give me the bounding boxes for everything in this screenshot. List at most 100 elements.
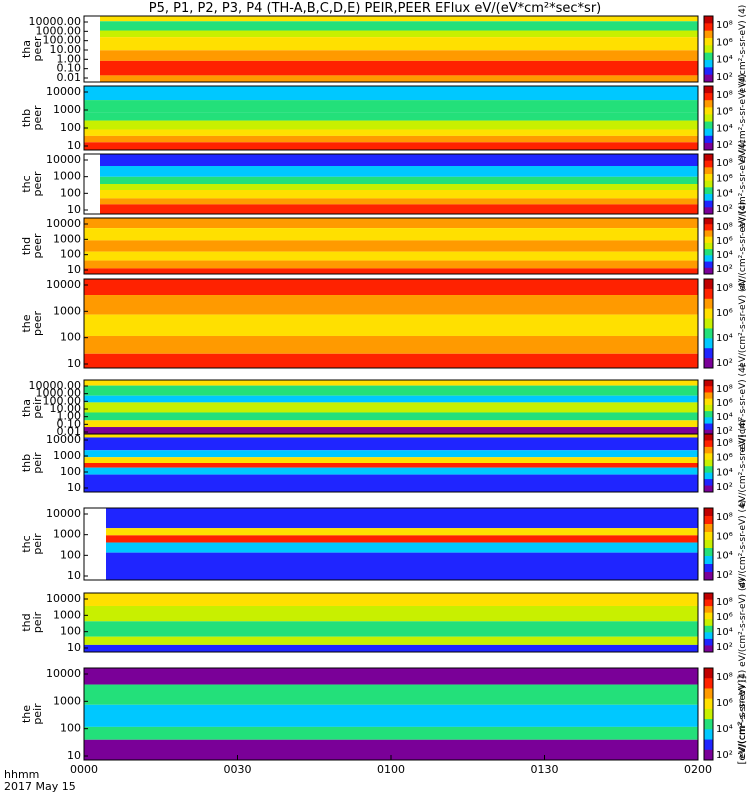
- colorbar: 10⁸ 10⁶ 10⁴ 10² eV/(cm²-s-sr-eV) (4): [703, 202, 748, 291]
- colorbar-label: eV/(cm²-s-sr-eV) (4): [738, 419, 748, 508]
- colorbar-tick-label: 10⁸: [716, 597, 733, 608]
- colorbar-label: eV/(cm²-s-sr-eV) (4): [738, 202, 748, 291]
- y-tick-label: 100: [60, 548, 81, 561]
- colorbar-tick-label: 10²: [716, 570, 733, 581]
- y-tick-label: 0.01: [57, 71, 82, 84]
- colorbar: 10⁸ 10⁶ 10⁴ 10² eV/(cm²-s-sr-eV) (4): [703, 5, 748, 94]
- y-tick-label: 100.00: [43, 34, 82, 47]
- colorbar: 10⁸ 10⁶ 10⁴ 10² eV/(cm²-s-sr-eV) (4): [703, 364, 748, 452]
- y-axis-label: peir: [31, 533, 44, 555]
- colorbar-label: eV/(cm²-s-sr-eV) (4): [738, 74, 748, 163]
- colorbar-tick-label: 10⁸: [716, 438, 733, 449]
- colorbar-tick-label: 10⁶: [716, 698, 733, 709]
- y-axis-label: peir: [31, 452, 44, 474]
- y-tick-label: 1000: [53, 528, 81, 541]
- colorbar-tick-label: 10⁶: [716, 173, 733, 184]
- y-axis-label: thc: [20, 175, 33, 192]
- y-axis-label: the: [20, 705, 33, 723]
- y-tick-label: 100: [60, 722, 81, 735]
- y-tick-label: 100: [60, 331, 81, 344]
- y-tick-label: 10000: [46, 85, 81, 98]
- colorbar: 10⁸ 10⁶ 10⁴ 10² eV/(cm²-s-sr-eV) (4): [703, 667, 748, 761]
- colorbar: 10⁸ 10⁶ 10⁴ 10² eV/(cm²-s-sr-eV) (4): [703, 74, 748, 163]
- colorbar-tick-label: 10²: [716, 358, 733, 369]
- colorbar-tick-label: 10⁶: [716, 37, 733, 48]
- colorbar-units-label: [eV/(cm²-s-sr-eV)]: [737, 675, 748, 764]
- x-tick-label: 0130: [531, 763, 559, 776]
- y-tick-label: 10.00: [50, 43, 82, 56]
- time-axis-label: hhmm: [4, 768, 40, 781]
- y-tick-label: 1000: [53, 232, 81, 245]
- y-axis-label: peir: [31, 397, 44, 419]
- y-tick-label: 1000.00: [36, 387, 82, 400]
- x-tick-label: 0030: [224, 763, 252, 776]
- y-axis-label: peer: [31, 171, 44, 197]
- colorbar-tick-label: 10⁸: [716, 222, 733, 233]
- colorbar-tick-label: 10⁸: [716, 384, 733, 395]
- colorbar: 10⁸ 10⁶ 10⁴ 10² eV/(cm²-s-sr-eV) (4): [703, 500, 748, 589]
- y-tick-label: 10: [67, 139, 81, 152]
- colorbar-tick-label: 10⁸: [716, 90, 733, 101]
- y-tick-label: 10000: [46, 217, 81, 230]
- y-tick-label: 10: [67, 569, 81, 582]
- colorbar-tick-label: 10⁶: [716, 308, 733, 319]
- colorbar-tick-label: 10⁴: [716, 333, 733, 344]
- y-tick-label: 100.00: [43, 394, 82, 407]
- colorbar: 10⁸ 10⁶ 10⁴ 10² eV/(cm²-s-sr-eV) (4): [703, 578, 748, 667]
- colorbar-tick-label: 10⁸: [716, 283, 733, 294]
- y-tick-label: 10: [67, 263, 81, 276]
- y-tick-label: 1000.00: [36, 24, 82, 37]
- y-tick-label: 100: [60, 121, 81, 134]
- colorbar-label: eV/(cm²-s-sr-eV) (4): [738, 500, 748, 589]
- colorbar-tick-label: 10⁸: [716, 672, 733, 683]
- y-axis-label: thc: [20, 535, 33, 552]
- colorbar-label: eV/(cm²-s-sr-eV) (4): [738, 670, 748, 759]
- colorbar-label: eV/(cm²-s-sr-eV) (4): [738, 5, 748, 94]
- colorbar: 10⁸ 10⁶ 10⁴ 10² eV/(cm²-s-sr-eV) (4): [703, 278, 748, 369]
- colorbar-tick-label: 10⁴: [716, 250, 733, 261]
- x-tick-label: 0000: [70, 763, 98, 776]
- colorbar-tick-label: 10⁴: [716, 123, 733, 134]
- y-axis-label: tha: [20, 399, 33, 417]
- y-tick-label: 0.10: [57, 417, 82, 430]
- y-tick-label: 10000: [46, 153, 81, 166]
- y-tick-label: 10000: [46, 592, 81, 605]
- y-tick-label: 10: [67, 357, 81, 370]
- y-tick-label: 1000: [53, 449, 81, 462]
- y-tick-label: 10000: [46, 667, 81, 680]
- y-tick-label: 1000: [53, 103, 81, 116]
- colorbar-tick-label: 10²: [716, 72, 733, 83]
- y-tick-label: 10: [67, 641, 81, 654]
- colorbar-label: eV/(cm²-s-sr-eV) (4): [738, 578, 748, 667]
- colorbar-tick-label: 10⁸: [716, 20, 733, 31]
- y-tick-label: 0.10: [57, 62, 82, 75]
- colorbar-tick-label: 10²: [716, 204, 733, 215]
- y-axis-label: peer: [31, 311, 44, 337]
- colorbar-label: eV/(cm²-s-sr-eV) (4): [738, 279, 748, 368]
- page-title: P5, P1, P2, P3, P4 (TH-A,B,C,D,E) PEIR,P…: [148, 1, 602, 16]
- colorbar-tick-label: 10⁶: [716, 453, 733, 464]
- colorbar-tick-label: 10⁴: [716, 189, 733, 200]
- colorbar-tick-label: 10⁶: [716, 531, 733, 542]
- y-axis-label: peer: [31, 36, 44, 62]
- y-tick-label: 10000.00: [29, 379, 82, 392]
- colorbar-tick-label: 10⁴: [716, 724, 733, 735]
- colorbar-tick-label: 10⁴: [716, 412, 733, 423]
- y-axis-label: peer: [31, 105, 44, 131]
- y-axis-label: tha: [20, 40, 33, 58]
- colorbar-tick-label: 10⁶: [716, 612, 733, 623]
- y-tick-label: 1.00: [57, 52, 82, 65]
- y-tick-label: 10: [67, 481, 81, 494]
- colorbar: 10⁸ 10⁶ 10⁴ 10² eV/(cm²-s-sr-eV) (4): [703, 419, 748, 508]
- colorbar-tick-label: 10⁴: [716, 627, 733, 638]
- y-axis-label: peer: [31, 233, 44, 259]
- y-axis-label: thd: [20, 613, 33, 631]
